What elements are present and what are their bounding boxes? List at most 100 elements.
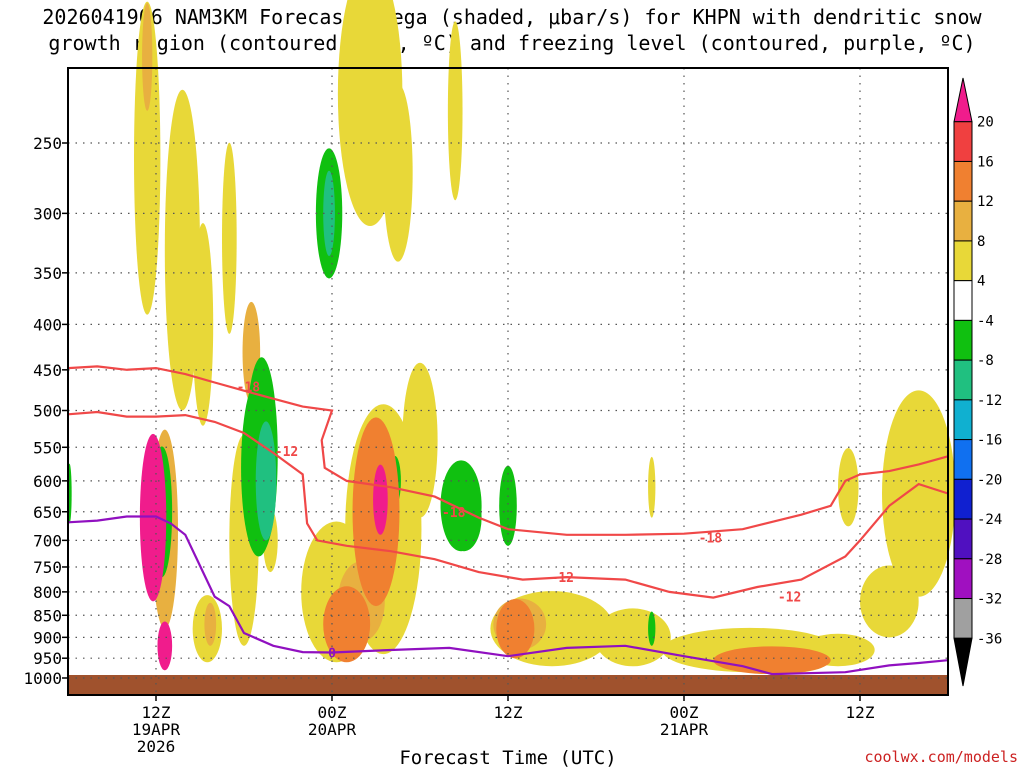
colorbar-label: -12 (977, 393, 1002, 409)
y-tick-label: 300 (33, 204, 62, 223)
shade-region-minus-4 (499, 465, 517, 546)
shade-region-4 (882, 390, 956, 597)
colorbar-label: -24 (977, 512, 1002, 528)
contour-label: -18 (442, 506, 466, 521)
y-tick-label: 800 (33, 583, 62, 602)
shade-feature (713, 646, 831, 675)
shade-region-4 (594, 608, 671, 667)
shade-region-4 (447, 21, 463, 201)
freezing-level-label: 0 (328, 646, 336, 661)
shade-region-4 (860, 565, 919, 638)
y-tick-label: 700 (33, 531, 62, 550)
y-tick-label: 1000 (23, 669, 62, 688)
dgz-minus12-label: -12 (275, 445, 298, 460)
y-tick-label: 450 (33, 361, 62, 380)
y-tick-label: 600 (33, 472, 62, 491)
y-tick-label: 950 (33, 649, 62, 668)
credit-text: coolwx.com/models (864, 748, 1018, 766)
x-tick-label: 12Z (494, 703, 523, 722)
shade-feature (157, 621, 173, 671)
colorbar-label: 20 (977, 115, 994, 131)
y-tick-label: 550 (33, 438, 62, 457)
colorbar-swatch (953, 399, 973, 441)
y-axis: 250 300 350 400 450 500 550 600 650 700 750 800 850 9… (23, 134, 68, 688)
colorbar-swatch (953, 121, 973, 162)
shade-feature (496, 599, 535, 659)
shade-feature (446, 484, 482, 552)
freezing-level-contour (67, 515, 949, 676)
shade-region-8 (204, 602, 217, 646)
dgz-minus18-label: -18 (237, 381, 261, 396)
y-tick-label: 400 (33, 315, 62, 334)
contour-label: -12 (551, 571, 574, 586)
colorbar-label: 4 (977, 274, 985, 290)
chart-title-line-1: 2026041906 NAM3KM Forecast Omega (shaded… (42, 5, 982, 29)
shade-region-4 (838, 448, 859, 527)
colorbar-label: -8 (977, 353, 994, 369)
colorbar: 20 16 12 8 4 -4 -8 -12 -16 -20 -24 -28 -32 -36 (953, 77, 1002, 687)
shade-region-4 (134, 1, 161, 315)
colorbar-label: -4 (977, 313, 994, 329)
x-tick-label: 12Z (846, 703, 875, 722)
colorbar-top-triangle (953, 77, 973, 123)
colorbar-swatch (953, 598, 973, 639)
y-tick-label: 650 (33, 503, 62, 522)
x-tick-label: 2026 (137, 737, 176, 756)
colorbar-label: 8 (977, 234, 985, 250)
shade-feature (323, 170, 335, 256)
shade-region-4 (222, 142, 237, 334)
colorbar-bottom-triangle (953, 637, 973, 687)
y-tick-label: 750 (33, 558, 62, 577)
dgz-minus12-contour (67, 410, 949, 599)
shade-region-8 (142, 2, 153, 111)
shade-feature (373, 464, 388, 535)
contour-label: -18 (699, 532, 723, 547)
colorbar-label: 12 (977, 194, 994, 210)
x-axis-title: Forecast Time (UTC) (399, 747, 616, 768)
chart-title-line-2: growth region (contoured, red, ºC) and f… (48, 31, 975, 55)
contour-label: -12 (778, 591, 801, 606)
colorbar-swatch (953, 240, 973, 282)
ground-layer (68, 675, 948, 695)
y-tick-label: 500 (33, 402, 62, 421)
x-tick-label: 21APR (660, 720, 709, 739)
colorbar-swatch (953, 200, 973, 242)
ground-surface (68, 675, 948, 695)
colorbar-swatch (953, 439, 973, 480)
x-tick-label: 00Z (318, 703, 347, 722)
colorbar-label: -36 (977, 631, 1002, 647)
x-tick-label: 12Z (142, 703, 171, 722)
omega-shading-layer (67, 0, 956, 675)
shade-region-4 (383, 83, 413, 262)
colorbar-swatch (953, 319, 973, 361)
colorbar-swatch (953, 478, 973, 520)
shade-feature (139, 433, 167, 602)
shade-region-4 (402, 362, 438, 518)
x-tick-label: 20APR (308, 720, 357, 739)
x-tick-label: 19APR (132, 720, 181, 739)
colorbar-label: -16 (977, 433, 1002, 449)
x-tick-label: 00Z (670, 703, 699, 722)
colorbar-swatch (953, 160, 973, 202)
dgz-minus18-contour (67, 365, 949, 536)
colorbar-swatch (953, 558, 973, 600)
shade-region-minus-4 (648, 611, 656, 646)
colorbar-swatch (953, 518, 973, 560)
shade-region-4 (164, 89, 200, 411)
colorbar-label: 16 (977, 154, 994, 170)
y-tick-label: 900 (33, 628, 62, 647)
shade-region-4 (648, 456, 656, 518)
colorbar-label: -32 (977, 592, 1002, 608)
colorbar-swatch (953, 280, 973, 321)
shade-feature (323, 586, 371, 663)
y-tick-label: 250 (33, 134, 62, 153)
colorbar-swatch (953, 359, 973, 401)
contour-layer: -18 -12 0 -18 -18 -12 -12 (67, 365, 949, 676)
y-tick-label: 850 (33, 606, 62, 625)
shade-region-4 (192, 223, 214, 426)
colorbar-label: -20 (977, 472, 1002, 488)
y-tick-label: 350 (33, 264, 62, 283)
shade-feature (255, 421, 277, 541)
